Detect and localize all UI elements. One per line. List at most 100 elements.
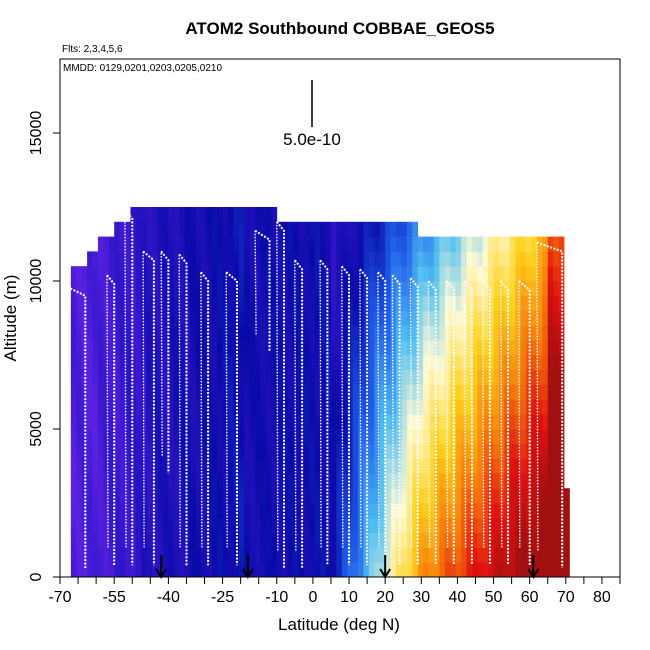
heatmap-cell	[141, 221, 148, 237]
heatmap-cell	[97, 340, 104, 356]
heatmap-cell	[244, 532, 251, 548]
heatmap-cell	[276, 443, 283, 459]
heatmap-cell	[108, 295, 115, 311]
heatmap-cell	[206, 458, 213, 474]
heatmap-cell	[471, 295, 478, 311]
heatmap-cell	[141, 295, 148, 311]
heatmap-cell	[206, 384, 213, 400]
heatmap-cell	[390, 414, 397, 430]
heatmap-cell	[206, 562, 213, 578]
heatmap-cell	[152, 281, 158, 297]
heatmap-cell	[195, 562, 202, 578]
heatmap-cell	[119, 325, 126, 341]
heatmap-cell	[200, 355, 207, 371]
heatmap-cell	[515, 414, 522, 430]
heatmap-cell	[336, 251, 343, 267]
heatmap-cell	[217, 532, 223, 548]
heatmap-cell	[547, 503, 554, 519]
flight-track	[481, 280, 491, 566]
heatmap-cell	[265, 207, 272, 223]
heatmap-cell	[265, 355, 272, 371]
heatmap-cell	[130, 532, 137, 548]
heatmap-cell	[401, 221, 408, 237]
heatmap-cell	[173, 295, 180, 311]
heatmap-cell	[206, 399, 213, 415]
heatmap-cell	[200, 295, 207, 311]
heatmap-cell	[173, 369, 180, 385]
heatmap-cell	[206, 266, 213, 282]
heatmap-cell	[162, 281, 169, 297]
heatmap-cell	[271, 251, 278, 267]
heatmap-cell	[466, 399, 473, 415]
heatmap-cell	[515, 340, 522, 356]
heatmap-cell	[282, 295, 289, 311]
heatmap-cell	[390, 310, 397, 326]
heatmap-cell	[320, 429, 326, 445]
heatmap-cell	[417, 473, 424, 489]
heatmap-cell	[444, 355, 451, 371]
heatmap-cell	[293, 251, 299, 267]
heatmap-cell	[341, 488, 348, 504]
heatmap-cell	[200, 384, 207, 400]
heatmap-cell	[368, 562, 375, 578]
heatmap-cell	[293, 295, 299, 311]
heatmap-cell	[303, 251, 310, 267]
heatmap-cell	[265, 488, 272, 504]
heatmap-cell	[406, 384, 413, 400]
heatmap-cell	[531, 458, 538, 474]
heatmap-cell	[493, 251, 500, 267]
heatmap-cell	[249, 266, 256, 282]
heatmap-cell	[336, 458, 343, 474]
heatmap-cell	[265, 369, 272, 385]
heatmap-cell	[108, 236, 115, 252]
heatmap-cell	[87, 473, 93, 489]
flight-track-ascent	[482, 280, 485, 548]
heatmap-cell	[97, 236, 104, 252]
heatmap-cell	[190, 207, 196, 223]
flight-track-ascent	[142, 251, 145, 548]
heatmap-cell	[515, 355, 522, 371]
heatmap-cell	[471, 340, 478, 356]
heatmap-cell	[92, 251, 99, 267]
heatmap-cell	[130, 443, 137, 459]
heatmap-cell	[119, 251, 126, 267]
heatmap-cell	[509, 473, 516, 489]
heatmap-cell	[325, 473, 332, 489]
heatmap-cell	[238, 503, 245, 519]
heatmap-cell	[406, 547, 413, 563]
heatmap-cell	[455, 458, 462, 474]
heatmap-cell	[157, 207, 164, 223]
heatmap-cell	[553, 266, 559, 282]
heatmap-cell	[276, 251, 283, 267]
heatmap-cell	[190, 251, 196, 267]
heatmap-cell	[190, 488, 196, 504]
heatmap-cell	[374, 503, 381, 519]
heatmap-cell	[341, 547, 348, 563]
heatmap-cell	[352, 414, 359, 430]
heatmap-cell	[482, 399, 489, 415]
heatmap-cell	[455, 517, 462, 533]
heatmap-cell	[417, 295, 424, 311]
heatmap-cell	[125, 458, 131, 474]
heatmap-cell	[526, 355, 532, 371]
heatmap-cell	[70, 414, 77, 430]
heatmap-cell	[130, 399, 137, 415]
heatmap-cell	[152, 310, 158, 326]
heatmap-cell	[515, 562, 522, 578]
heatmap-cell	[455, 266, 462, 282]
heatmap-cell	[368, 399, 375, 415]
heatmap-cell	[200, 399, 207, 415]
heatmap-cell	[217, 310, 223, 326]
heatmap-cell	[455, 355, 462, 371]
heatmap-cell	[347, 562, 354, 578]
heatmap-cell	[282, 340, 289, 356]
heatmap-cell	[488, 488, 494, 504]
heatmap-cell	[157, 517, 164, 533]
heatmap-cell	[455, 369, 462, 385]
heatmap-cell	[477, 458, 484, 474]
heatmap-cell	[439, 236, 446, 252]
heatmap-cell	[249, 310, 256, 326]
heatmap-cell	[374, 414, 381, 430]
heatmap-cell	[358, 369, 364, 385]
heatmap-cell	[493, 340, 500, 356]
